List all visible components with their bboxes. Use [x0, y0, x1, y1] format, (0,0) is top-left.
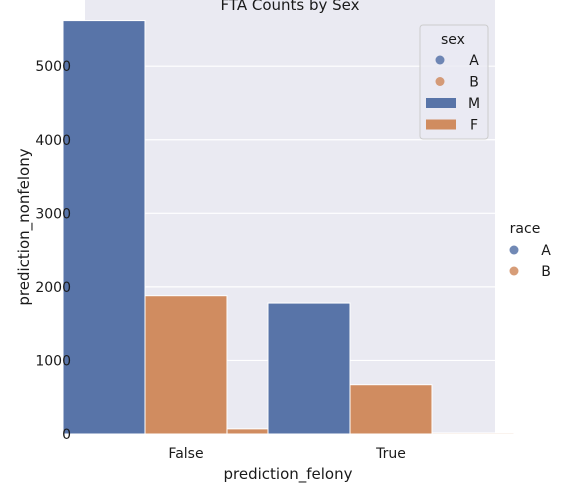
legend-marker — [435, 55, 445, 65]
y-tick-label: 0 — [62, 427, 71, 443]
legend-label: F — [470, 118, 478, 134]
legend-label: B — [541, 264, 551, 280]
legend-marker — [509, 245, 519, 255]
legend-label: A — [469, 53, 479, 69]
bars — [62, 20, 515, 435]
y-tick-labels: 0 1000 2000 3000 4000 5000 — [35, 59, 71, 443]
bar — [144, 295, 228, 435]
legend-frame — [419, 24, 489, 140]
chart-title: FTA Counts by Sex — [220, 0, 359, 14]
legend-label: A — [541, 243, 551, 259]
y-tick-label: 1000 — [35, 353, 71, 369]
y-tick-label: 5000 — [35, 59, 71, 75]
legend-swatch — [426, 98, 456, 108]
bar — [62, 20, 146, 435]
legend-marker — [509, 266, 519, 276]
legend-label: B — [469, 75, 479, 91]
legend-marker — [435, 77, 445, 86]
x-axis-label: prediction_felony — [224, 465, 353, 484]
legend-label: M — [468, 96, 480, 112]
bar — [267, 302, 351, 435]
x-tick-label: True — [375, 446, 406, 462]
legend-title: sex — [441, 32, 465, 48]
y-tick-label: 4000 — [35, 133, 71, 149]
x-tick-label: False — [168, 446, 203, 462]
x-tick-labels: False True — [168, 446, 405, 462]
y-tick-label: 3000 — [35, 206, 71, 222]
y-tick-label: 2000 — [35, 280, 71, 296]
bar — [431, 432, 515, 435]
y-axis-label: prediction_nonfelony — [15, 148, 34, 305]
legend-title: race — [510, 221, 541, 237]
legend-swatch — [426, 119, 456, 130]
bar — [349, 384, 433, 435]
